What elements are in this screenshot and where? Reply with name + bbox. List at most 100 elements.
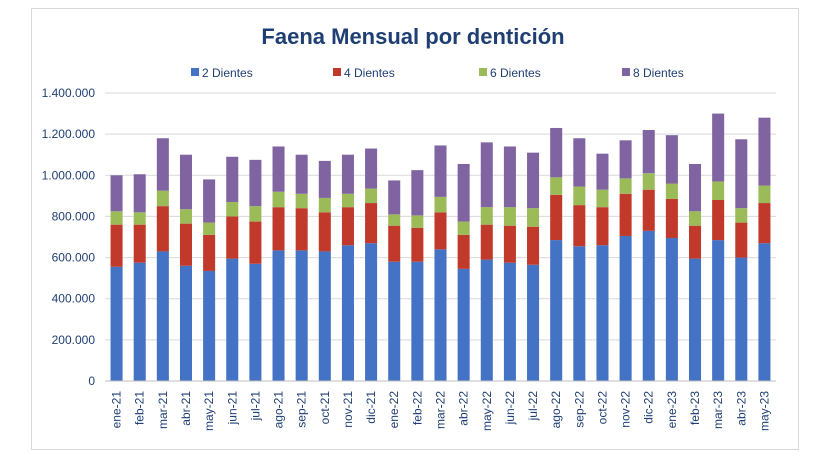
bar-segment-4-dientes <box>295 208 308 251</box>
bar-segment-6-dientes <box>365 188 378 204</box>
bar-segment-8-dientes <box>665 135 678 184</box>
bar-segment-6-dientes <box>249 206 262 222</box>
bar-segment-6-dientes <box>689 211 702 226</box>
x-tick-label: sep-22 <box>572 391 586 428</box>
bar-segment-8-dientes <box>735 139 748 209</box>
y-tick-label: 1.200.000 <box>42 127 96 141</box>
x-tick-label: dic-22 <box>642 391 656 424</box>
bar-segment-2-dientes <box>503 262 516 381</box>
legend-swatch <box>333 68 341 76</box>
x-tick-label: nov-21 <box>341 391 355 428</box>
chart-title: Faena Mensual por dentición <box>261 24 564 49</box>
bar-segment-2-dientes <box>434 249 447 381</box>
bar-segment-2-dientes <box>226 258 239 381</box>
bar-segment-2-dientes <box>642 230 655 381</box>
legend-label: 6 Dientes <box>490 66 541 80</box>
x-tick-label: feb-23 <box>688 391 702 425</box>
y-tick-label: 400.000 <box>52 292 96 306</box>
bar-segment-4-dientes <box>365 203 378 244</box>
legend-swatch <box>622 68 630 76</box>
bar-segment-2-dientes <box>619 235 632 381</box>
bar-segment-2-dientes <box>249 263 262 381</box>
bar-segment-2-dientes <box>735 257 748 381</box>
x-tick-label: mar-23 <box>711 391 725 429</box>
bar-segment-4-dientes <box>133 224 146 263</box>
bar-segment-6-dientes <box>642 173 655 190</box>
bar-segment-2-dientes <box>457 268 470 381</box>
bar-segment-8-dientes <box>503 146 516 208</box>
bars <box>110 113 771 381</box>
legend-item: 8 Dientes <box>622 66 684 80</box>
x-tick-label: may-21 <box>202 391 216 431</box>
bar-segment-8-dientes <box>203 179 216 223</box>
x-tick-label: jun-22 <box>503 391 517 426</box>
bar-segment-8-dientes <box>457 163 470 222</box>
bar-segment-2-dientes <box>550 240 563 381</box>
legend-label: 4 Dientes <box>344 66 395 80</box>
bar-segment-4-dientes <box>758 203 771 244</box>
bar-segment-4-dientes <box>318 212 331 252</box>
bar-segment-6-dientes <box>457 221 470 235</box>
bar-segment-4-dientes <box>272 207 285 251</box>
bar-segment-8-dientes <box>318 160 331 198</box>
bar-segment-2-dientes <box>758 243 771 381</box>
legend-item: 2 Dientes <box>191 66 253 80</box>
x-tick-label: abr-21 <box>179 391 193 426</box>
bar-segment-2-dientes <box>272 250 285 381</box>
bar-segment-4-dientes <box>226 216 239 259</box>
bar-segment-6-dientes <box>272 191 285 208</box>
bar-segment-4-dientes <box>411 227 424 262</box>
bar-segment-6-dientes <box>619 178 632 194</box>
bar-segment-4-dientes <box>434 212 447 250</box>
bar-segment-4-dientes <box>712 199 725 241</box>
bar-segment-8-dientes <box>642 130 655 174</box>
bar-segment-8-dientes <box>573 138 586 187</box>
bar-segment-2-dientes <box>156 251 169 381</box>
x-tick-label: oct-22 <box>595 391 609 425</box>
bar-segment-8-dientes <box>689 163 702 212</box>
bar-segment-2-dientes <box>388 261 401 381</box>
bar-segment-2-dientes <box>573 246 586 381</box>
bar-segment-6-dientes <box>411 215 424 228</box>
bar-segment-6-dientes <box>295 193 308 209</box>
bar-segment-4-dientes <box>665 198 678 239</box>
x-tick-label: jul-22 <box>526 391 540 422</box>
bar-segment-4-dientes <box>503 225 516 263</box>
y-axis: 0 200.000 400.000 600.000 800.000 1.000.000 1.… <box>42 86 96 388</box>
bar-segment-8-dientes <box>712 113 725 182</box>
y-tick-label: 1.000.000 <box>42 168 96 182</box>
bar-segment-6-dientes <box>527 208 540 227</box>
bar-segment-4-dientes <box>642 189 655 231</box>
bar-segment-4-dientes <box>341 207 354 246</box>
bar-segment-4-dientes <box>457 234 470 269</box>
x-tick-label: feb-22 <box>410 391 424 425</box>
bar-segment-8-dientes <box>156 138 169 191</box>
legend-item: 6 Dientes <box>479 66 541 80</box>
bar-segment-8-dientes <box>434 145 447 197</box>
x-tick-label: ene-23 <box>665 391 679 429</box>
x-tick-label: abr-23 <box>734 391 748 426</box>
bar-segment-6-dientes <box>735 208 748 223</box>
bar-segment-8-dientes <box>110 175 123 212</box>
bar-segment-2-dientes <box>318 251 331 381</box>
bar-segment-6-dientes <box>133 212 146 225</box>
bar-segment-6-dientes <box>388 214 401 226</box>
y-tick-label: 800.000 <box>52 209 96 223</box>
legend-swatch <box>191 68 199 76</box>
bar-segment-6-dientes <box>665 183 678 199</box>
bar-segment-6-dientes <box>573 186 586 206</box>
bar-segment-4-dientes <box>573 205 586 247</box>
bar-segment-2-dientes <box>133 262 146 381</box>
bar-segment-2-dientes <box>179 265 192 381</box>
bar-segment-2-dientes <box>689 258 702 381</box>
bar-segment-8-dientes <box>249 159 262 207</box>
bar-segment-4-dientes <box>480 224 493 260</box>
bar-segment-8-dientes <box>179 154 192 210</box>
x-tick-label: dic-21 <box>364 391 378 424</box>
bar-segment-6-dientes <box>480 207 493 225</box>
bar-segment-6-dientes <box>226 202 239 217</box>
legend-label: 8 Dientes <box>633 66 684 80</box>
x-tick-label: ago-22 <box>549 391 563 429</box>
x-tick-label: oct-21 <box>318 391 332 425</box>
x-tick-label: nov-22 <box>619 391 633 428</box>
